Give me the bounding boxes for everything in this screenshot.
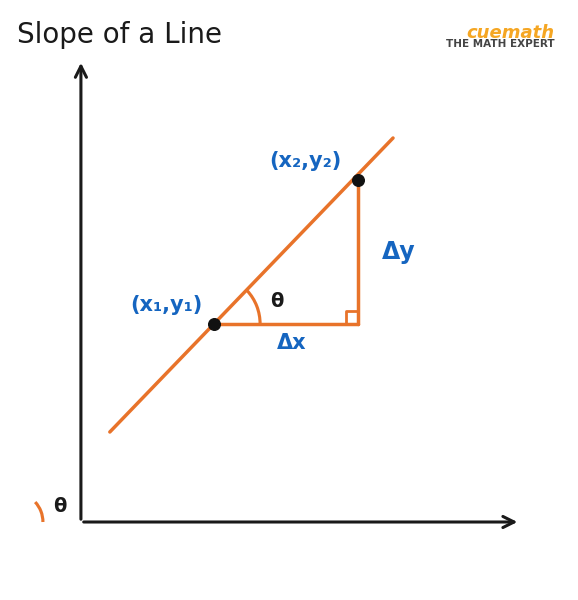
Point (354, 175, 363, 185)
Text: θ: θ (53, 497, 66, 516)
Text: cuemath: cuemath (467, 24, 555, 42)
Text: Δx: Δx (277, 333, 307, 353)
Text: Δy: Δy (381, 240, 415, 264)
Text: THE MATH EXPERT: THE MATH EXPERT (446, 39, 555, 49)
Text: (x₁,y₁): (x₁,y₁) (130, 295, 202, 315)
Text: (x₂,y₂): (x₂,y₂) (269, 151, 341, 171)
Text: Slope of a Line: Slope of a Line (17, 21, 223, 49)
Point (209, 319, 218, 329)
Text: θ: θ (271, 292, 284, 311)
